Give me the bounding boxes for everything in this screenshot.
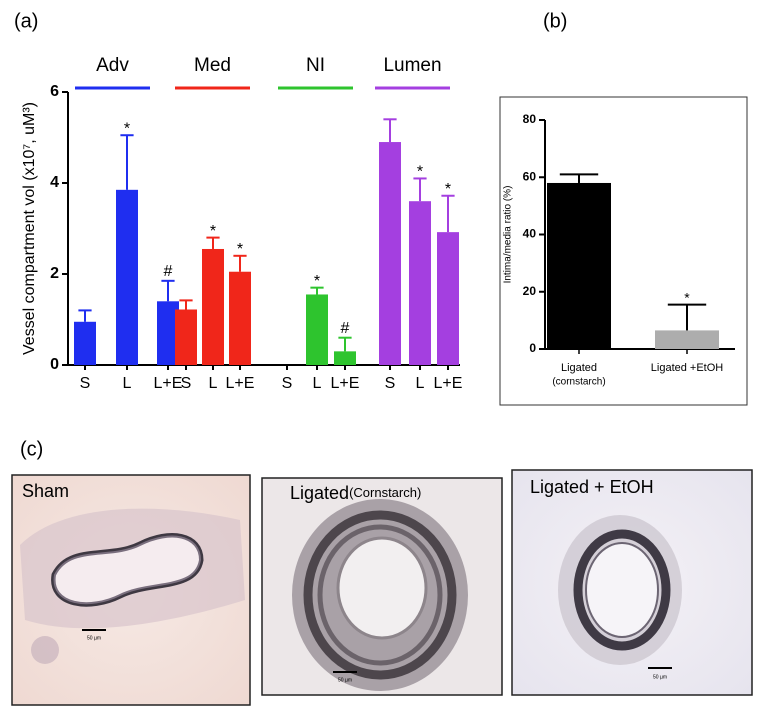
y-tick-label: 60 bbox=[523, 169, 537, 183]
y-tick-label: 0 bbox=[50, 356, 59, 373]
y-tick-label: 40 bbox=[523, 227, 537, 241]
panel-label: (c) bbox=[20, 438, 43, 460]
scale-label: 50 µm bbox=[653, 674, 667, 680]
caption-small: (Cornstarch) bbox=[349, 485, 421, 500]
y-axis-label: Intima/media ratio (%) bbox=[503, 186, 514, 284]
group-label: Lumen bbox=[383, 55, 441, 76]
bar bbox=[116, 189, 138, 365]
scale-label: 50 µm bbox=[87, 635, 101, 641]
y-axis-label: Vessel compartment vol (x10⁷, uM³) bbox=[21, 102, 38, 355]
bar bbox=[306, 294, 328, 365]
x-tick-label: L bbox=[209, 375, 218, 392]
bar bbox=[655, 330, 719, 349]
micrograph: 50 µm Sham bbox=[11, 474, 251, 706]
group-label: Med bbox=[194, 55, 231, 76]
group-label: NI bbox=[306, 55, 325, 76]
y-tick-label: 0 bbox=[529, 341, 536, 355]
bar bbox=[74, 321, 96, 365]
x-tick-label: S bbox=[385, 375, 396, 392]
x-tick-label: (cornstarch) bbox=[552, 377, 605, 388]
bar bbox=[437, 232, 459, 365]
x-tick-label: L+E bbox=[331, 375, 360, 392]
significance-mark: * bbox=[445, 181, 451, 198]
y-tick-label: 4 bbox=[50, 174, 59, 191]
scale-label: 50 µm bbox=[338, 677, 352, 683]
bar bbox=[175, 309, 197, 365]
bar bbox=[379, 142, 401, 365]
x-tick-label: S bbox=[181, 375, 192, 392]
significance-mark: # bbox=[341, 320, 350, 337]
panel-label: (a) bbox=[14, 10, 38, 32]
panel-frame bbox=[499, 96, 748, 406]
significance-mark: * bbox=[417, 164, 423, 181]
image-caption: Sham bbox=[22, 481, 69, 501]
significance-mark: * bbox=[124, 120, 130, 137]
significance-mark: * bbox=[210, 223, 216, 240]
y-tick-label: 80 bbox=[523, 112, 537, 126]
image-caption: Ligated + EtOH bbox=[530, 477, 654, 497]
y-tick-label: 6 bbox=[50, 83, 59, 100]
significance-mark: * bbox=[684, 289, 690, 305]
x-tick-label: L+E bbox=[154, 375, 183, 392]
bar bbox=[334, 351, 356, 365]
y-tick-label: 2 bbox=[50, 265, 59, 282]
micrograph: 50 µm Ligated(Cornstarch) bbox=[261, 477, 503, 696]
y-tick-label: 20 bbox=[523, 284, 537, 298]
bar bbox=[547, 182, 611, 349]
x-tick-label: L bbox=[416, 375, 425, 392]
bar bbox=[157, 301, 179, 365]
x-tick-label: S bbox=[80, 375, 91, 392]
bar bbox=[409, 201, 431, 365]
x-tick-label: Ligated +EtOH bbox=[651, 362, 724, 374]
x-tick-label: L bbox=[313, 375, 322, 392]
significance-mark: * bbox=[314, 273, 320, 290]
bar bbox=[229, 271, 251, 365]
micrograph: 50 µm Ligated + EtOH bbox=[511, 469, 753, 696]
significance-mark: # bbox=[164, 263, 173, 280]
x-tick-label: S bbox=[282, 375, 293, 392]
bar bbox=[202, 248, 224, 365]
x-tick-label: L+E bbox=[226, 375, 255, 392]
image-caption: Ligated(Cornstarch) bbox=[290, 483, 421, 503]
x-tick-label: Ligated bbox=[561, 362, 597, 374]
caption-main: Ligated bbox=[290, 483, 349, 503]
panel-label: (b) bbox=[543, 10, 567, 32]
x-tick-label: L bbox=[123, 375, 132, 392]
significance-mark: * bbox=[237, 241, 243, 258]
group-label: Adv bbox=[96, 55, 129, 76]
x-tick-label: L+E bbox=[434, 375, 463, 392]
